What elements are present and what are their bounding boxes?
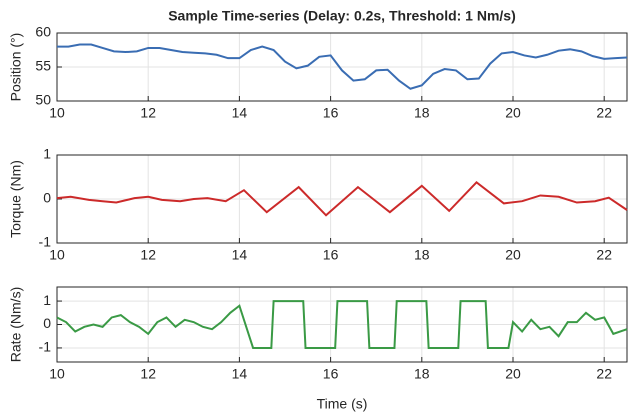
x-tick-label: 16 bbox=[323, 366, 339, 382]
x-tick-label: 20 bbox=[505, 366, 521, 382]
x-tick-label: 10 bbox=[49, 105, 65, 121]
series-line bbox=[57, 43, 628, 90]
x-tick-label: 22 bbox=[596, 247, 612, 263]
series-line bbox=[56, 300, 628, 349]
x-tick-label: 10 bbox=[49, 366, 65, 382]
x-tick-label: 12 bbox=[140, 366, 156, 382]
x-tick-label: 16 bbox=[323, 247, 339, 263]
x-tick-label: 18 bbox=[414, 247, 430, 263]
axes-box bbox=[56, 286, 628, 363]
x-tick-label: 20 bbox=[505, 105, 521, 121]
x-tick-label: 18 bbox=[414, 105, 430, 121]
x-axis-label: Time (s) bbox=[317, 396, 368, 412]
x-tick-label: 22 bbox=[596, 105, 612, 121]
x-tick-label: 12 bbox=[140, 247, 156, 263]
x-tick-label: 20 bbox=[505, 247, 521, 263]
y-tick-label: -1 bbox=[39, 339, 52, 355]
y-tick-label: 1 bbox=[43, 292, 51, 308]
y-tick-label: 1 bbox=[43, 146, 51, 162]
x-tick-label: 10 bbox=[49, 247, 65, 263]
axes-box bbox=[56, 154, 628, 244]
y-axis-label: Torque (Nm) bbox=[8, 160, 24, 238]
y-tick-label: 50 bbox=[35, 92, 51, 108]
series-line bbox=[56, 180, 628, 217]
y-tick-label: 55 bbox=[35, 58, 51, 74]
x-tick-label: 14 bbox=[232, 105, 248, 121]
x-tick-label: 16 bbox=[323, 105, 339, 121]
y-tick-label: 0 bbox=[43, 315, 51, 331]
y-tick-label: 60 bbox=[35, 24, 51, 40]
y-tick-label: 0 bbox=[43, 190, 51, 206]
axes-box bbox=[56, 32, 628, 102]
x-tick-label: 12 bbox=[140, 105, 156, 121]
x-tick-label: 14 bbox=[232, 366, 248, 382]
x-tick-label: 22 bbox=[596, 366, 612, 382]
y-tick-label: -1 bbox=[39, 234, 52, 250]
x-tick-label: 18 bbox=[414, 366, 430, 382]
chart-title: Sample Time-series (Delay: 0.2s, Thresho… bbox=[168, 8, 516, 24]
y-axis-label: Rate (Nm/s) bbox=[8, 287, 24, 362]
y-axis-label: Position (°) bbox=[8, 33, 24, 102]
x-tick-label: 14 bbox=[232, 247, 248, 263]
